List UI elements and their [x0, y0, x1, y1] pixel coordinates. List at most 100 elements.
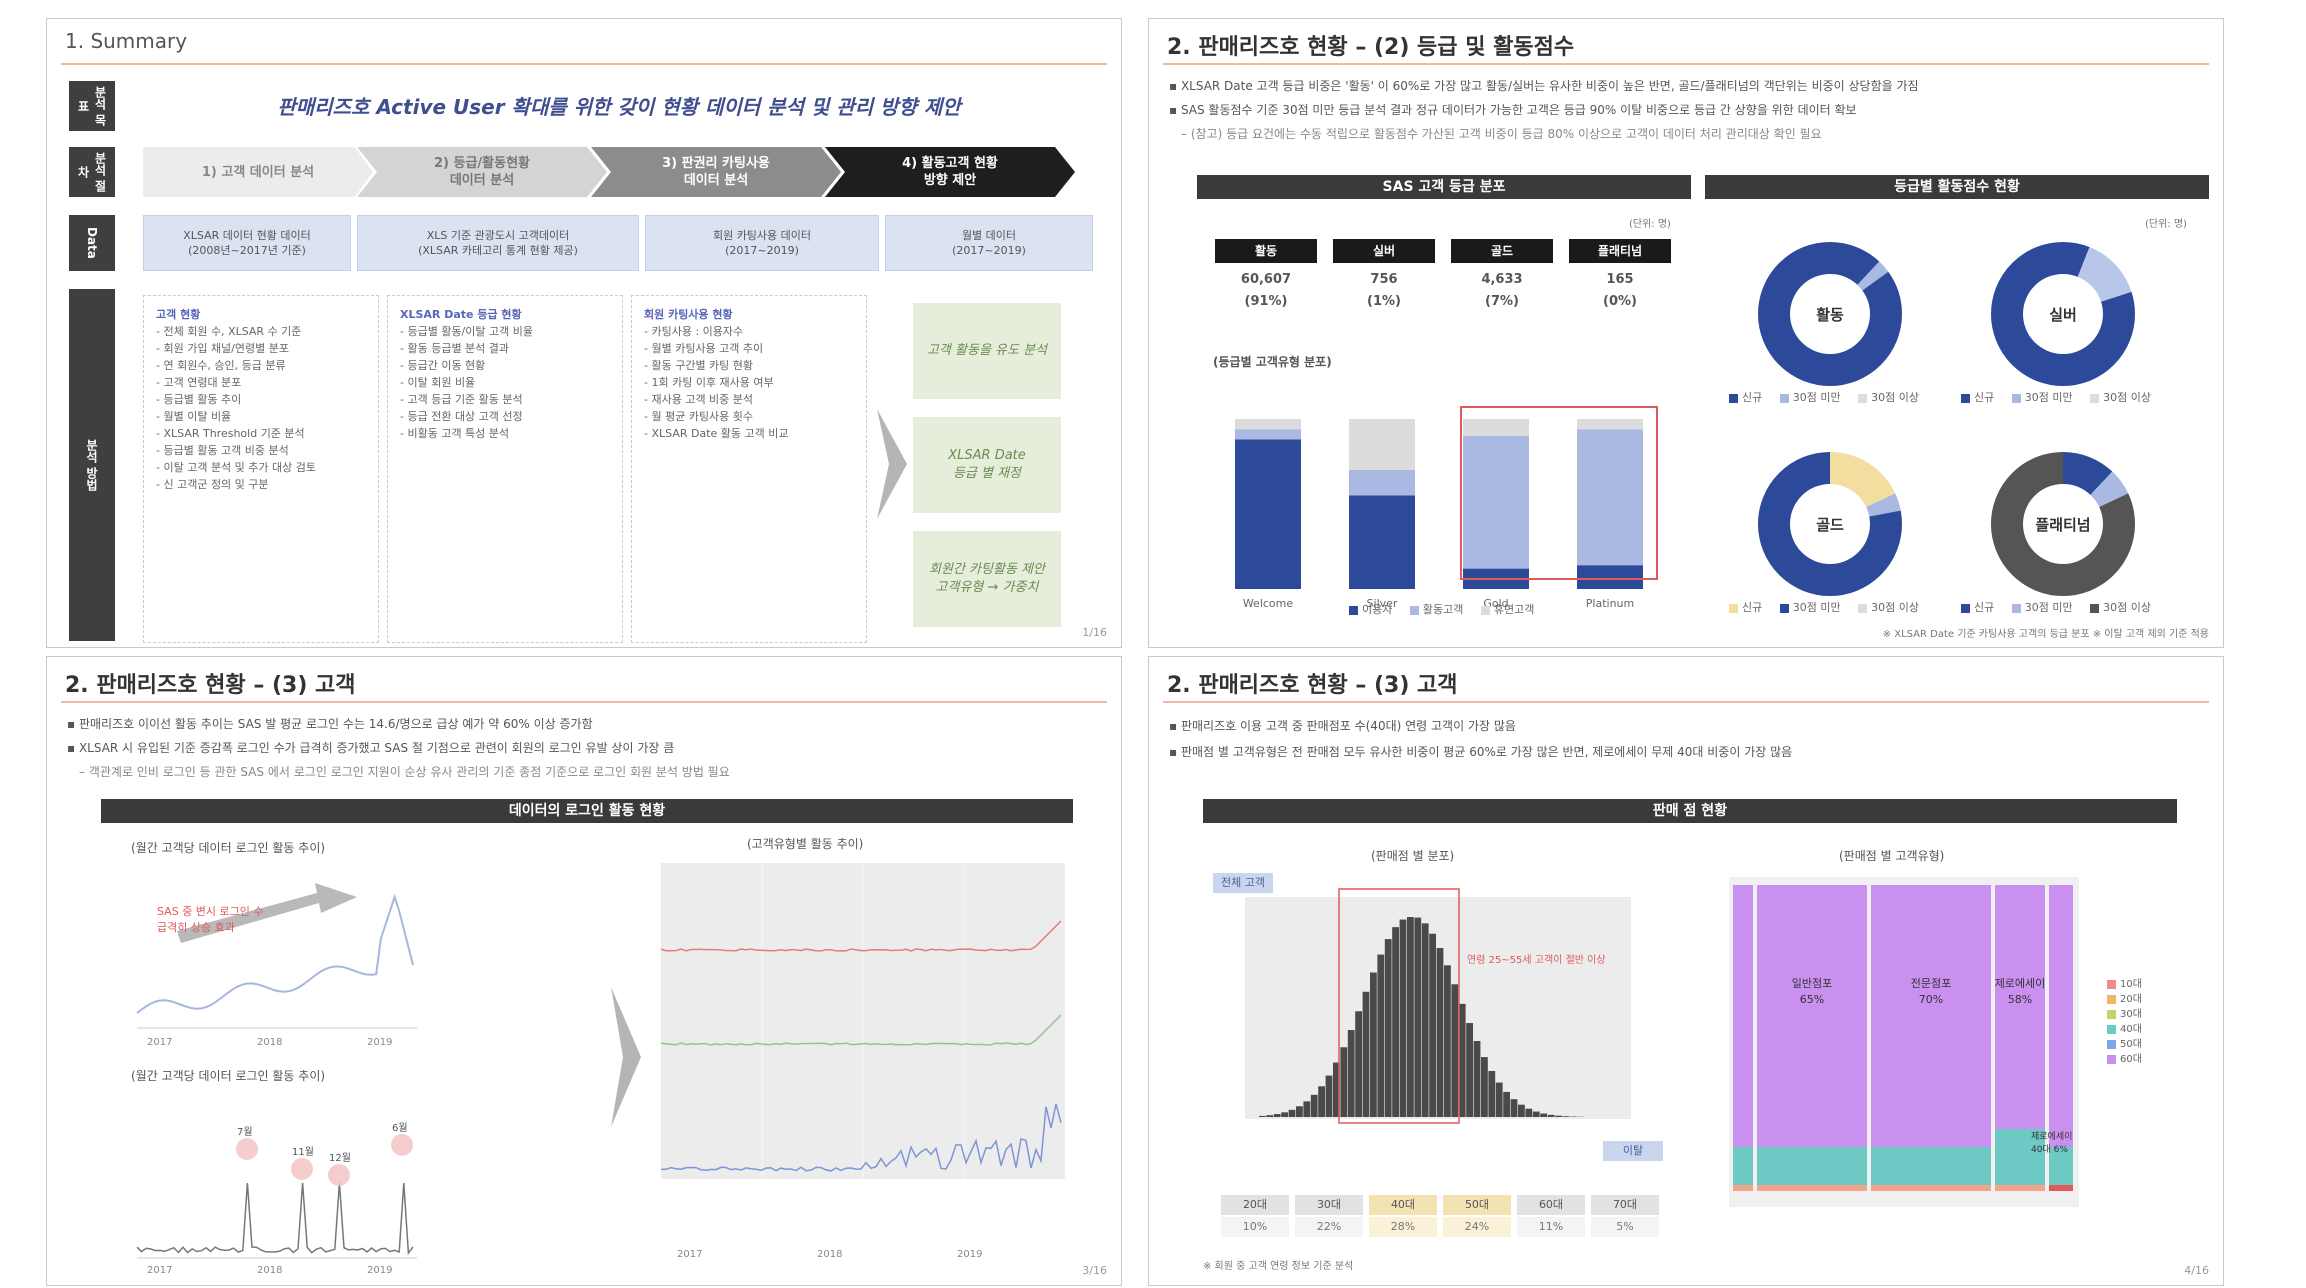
data-box-3: 회원 카팅사용 데이터 (2017~2019) [645, 215, 879, 271]
legend-item: 30점 미만 [2012, 391, 2073, 404]
analysis-line: - 등급별 활동/이탈 고객 비율 [400, 323, 610, 340]
histogram-bar [1318, 1086, 1325, 1117]
slide-customer-login: 2. 판매리즈호 현황 – (3) 고객 ▪ 판매리즈호 이이선 활동 추이는 … [46, 656, 1122, 1286]
donut-charts: 활동 실버골드 플래티넘 [1705, 224, 2209, 624]
histogram-bar [1414, 918, 1421, 1117]
x-tick-label: Welcome [1243, 597, 1294, 610]
histogram-bar [1400, 920, 1407, 1117]
analysis-heading: 회원 카팅사용 현황 [644, 306, 854, 323]
stacked-bar-chart: Welcome Silver Gold Platinum [1209, 399, 1689, 629]
slide-customer-age: 2. 판매리즈호 현황 – (3) 고객 ▪ 판매리즈호 이용 고객 중 판매점… [1148, 656, 2224, 1286]
slide-title: 2. 판매리즈호 현황 – (3) 고객 [65, 667, 356, 699]
x-tick-label: 2017 [147, 1037, 172, 1048]
data-box-4: 월별 데이터 (2017~2019) [885, 215, 1093, 271]
mosaic-cell [2049, 1185, 2073, 1191]
analysis-line: - 비활동 고객 특성 분석 [400, 425, 610, 442]
histogram-bar [1340, 1047, 1347, 1117]
grade-count: 60,607 [1215, 269, 1317, 291]
annotation-text: SAS 중 변시 로그인 수 [157, 905, 264, 918]
mosaic-note: 제로에세이 [2031, 1131, 2072, 1142]
grade-chip: 플래티넘 [1569, 239, 1671, 263]
page-number: 4/16 [2184, 1264, 2209, 1277]
histogram-bar [1488, 1071, 1495, 1117]
analysis-line: - 월별 카팅사용 고객 추이 [644, 340, 854, 357]
histogram-bar [1525, 1109, 1532, 1117]
age-pill: 70대 [1591, 1195, 1659, 1215]
stage-1: 1) 고객 데이터 분석 [143, 147, 373, 197]
stage-2: 2) 등급/활동현황 데이터 분석 [357, 147, 607, 197]
histogram-bar [1481, 1057, 1488, 1117]
legend-item: 활동고객 [1410, 603, 1463, 616]
age-pill-value: 22% [1295, 1217, 1363, 1237]
peak-label: 12월 [329, 1152, 351, 1164]
histogram-bar [1503, 1092, 1510, 1117]
histogram-bar [1355, 1011, 1362, 1117]
annotation-text: 급격히 상승 효과 [157, 920, 235, 934]
x-tick-label: 2018 [257, 1037, 282, 1048]
histogram-bar [1459, 1004, 1466, 1117]
histogram-bar [1518, 1105, 1525, 1117]
legend-item: 30점 미만 [2012, 601, 2073, 614]
bullet-2: ▪ 판매점 별 고객유형은 전 판매점 모두 유사한 비중이 평균 60%로 가… [1169, 743, 1792, 760]
analysis-col-1: 고객 현황 - 전체 회원 수, XLSAR 수 기준 - 회원 가입 채널/연령… [143, 295, 379, 643]
analysis-heading: XLSAR Date 등급 현황 [400, 306, 610, 323]
x-tick-label: 2019 [367, 1037, 392, 1048]
histogram-bar [1496, 1083, 1503, 1117]
title-rule [61, 701, 1107, 703]
histogram-bar [1274, 1114, 1281, 1117]
legend-label: 40대 [2120, 1024, 2142, 1035]
login-trend-chart: SAS 중 변시 로그인 수급격히 상승 효과2017 2018 20197월11월… [117, 853, 597, 1273]
bullet-3: – (참고) 등급 요건에는 수동 적립으로 활동점수 가산된 고객 비중이 등… [1181, 125, 1822, 142]
histogram-bar [1370, 973, 1377, 1117]
analysis-line: - 등급별 활동 추이 [156, 391, 366, 408]
analysis-line: - 월 평균 카팅사용 횟수 [644, 408, 854, 425]
side-tag-data: Data [69, 215, 115, 271]
bullet-3: – 객관계로 인비 로그인 등 관한 SAS 에서 로그인 로그인 지원이 순상… [79, 763, 730, 780]
mosaic-cell [1733, 885, 1753, 1147]
analysis-line: - 카팅사용 : 이용자수 [644, 323, 854, 340]
mosaic-label: 전문점포 [1911, 977, 1951, 990]
histogram-bar [1429, 934, 1436, 1117]
histogram-bar [1266, 1115, 1273, 1117]
legend-item: 50대 [2107, 1037, 2167, 1052]
legend-label: 60대 [2120, 1054, 2142, 1065]
chevron-right-icon [607, 987, 643, 1127]
legend-item: 30점 이상 [2090, 391, 2151, 404]
title-rule [1163, 63, 2209, 65]
analysis-line: - 연 회원수, 승인, 등급 분류 [156, 357, 366, 374]
histogram-bar [1474, 1041, 1481, 1117]
analysis-line: - XLSAR Threshold 기준 분석 [156, 425, 366, 442]
histogram-bar [1540, 1114, 1547, 1117]
legend-item: 30점 이상 [1858, 601, 1919, 614]
grade-pct: (1%) [1333, 291, 1435, 313]
grade-pct: (7%) [1451, 291, 1553, 313]
result-box-3: 회원간 카팅활동 제안 고객유형 → 가중치 [913, 531, 1061, 627]
analysis-line: - 활동 구간별 카팅 현황 [644, 357, 854, 374]
legend-item: 이용자 [1349, 603, 1392, 616]
histogram-bar [1392, 927, 1399, 1117]
login-spike-line [137, 1183, 413, 1253]
data-box-2: XLS 기준 관광도시 고객데이터 (XLSAR 카테고리 통계 현황 제공) [357, 215, 639, 271]
objective-text: 판매리즈호 Active User 확대를 위한 갖이 현황 데이터 분석 및 … [137, 87, 1101, 127]
peak-marker [328, 1164, 350, 1186]
histogram-bar [1444, 965, 1451, 1117]
side-tag-method: 분석 방법 [69, 289, 115, 641]
legend-item: 신규 [1961, 391, 1994, 404]
annotation-text: 연령 25~55세 고객이 절반 이상 [1467, 953, 1606, 966]
mosaic-cell [1871, 1147, 1991, 1185]
analysis-line: - 1회 카팅 이후 재사용 여부 [644, 374, 854, 391]
stacked-bar-segment [1349, 470, 1415, 496]
legend-item: 30점 미만 [1780, 601, 1841, 614]
histogram-bar [1326, 1076, 1333, 1117]
result-box-2: XLSAR Date 등급 별 재정 [913, 417, 1061, 513]
mosaic-cell [1995, 1185, 2045, 1191]
age-pill-value: 10% [1221, 1217, 1289, 1237]
legend-label: 50대 [2120, 1039, 2142, 1050]
stacked-bar-segment [1235, 429, 1301, 439]
legend-label: 20대 [2120, 994, 2142, 1005]
bullet-1: ▪ XLSAR Date 고객 등급 비중은 '활동' 이 60%로 가장 많고… [1169, 77, 1919, 94]
histogram-bar [1422, 923, 1429, 1117]
analysis-line: - 이탈 고객 분석 및 추가 대상 검토 [156, 459, 366, 476]
legend-label: 30대 [2120, 1009, 2142, 1020]
peak-label: 7월 [237, 1126, 253, 1138]
